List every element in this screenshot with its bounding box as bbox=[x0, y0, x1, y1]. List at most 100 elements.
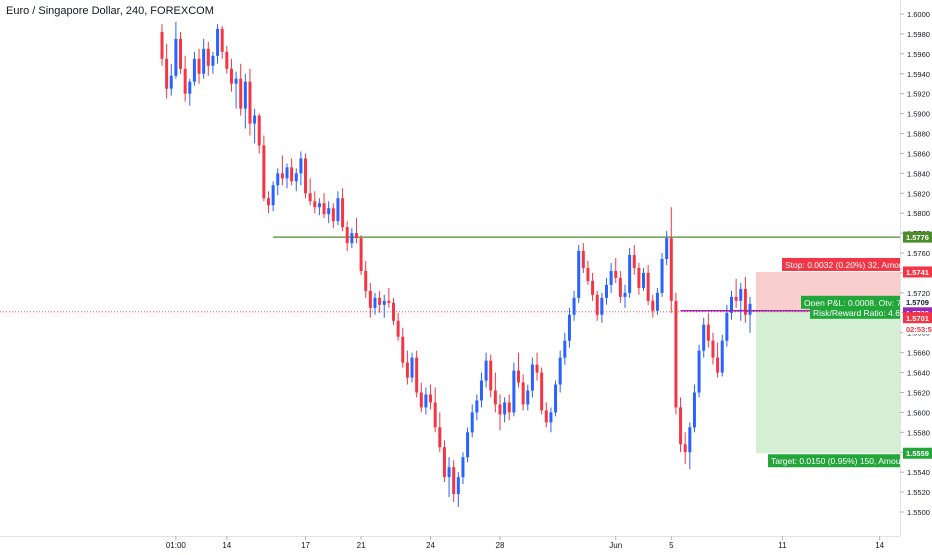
candle-body-38 bbox=[336, 198, 340, 222]
candle-body-74 bbox=[503, 402, 507, 415]
candle-body-63 bbox=[452, 467, 456, 495]
axis-resistance-bg bbox=[903, 231, 932, 243]
candle-body-46 bbox=[373, 297, 377, 308]
candle-body-24 bbox=[271, 185, 275, 206]
candle-body-125 bbox=[739, 288, 743, 301]
candle-body-113 bbox=[683, 444, 687, 453]
x-tick-label-7: 5 bbox=[669, 541, 674, 550]
candle-body-6 bbox=[188, 81, 192, 94]
candle-body-89 bbox=[572, 297, 576, 315]
candle-body-9 bbox=[202, 48, 206, 74]
candle-body-10 bbox=[206, 48, 210, 66]
candle-body-87 bbox=[563, 340, 567, 358]
candle-body-121 bbox=[720, 340, 724, 373]
axis-target-bg bbox=[903, 447, 932, 459]
y-tick-label-0: 1.5500 bbox=[907, 508, 930, 517]
candle-body-77 bbox=[517, 370, 521, 383]
candle-body-91 bbox=[581, 251, 585, 268]
candle-body-94 bbox=[595, 294, 599, 315]
x-tick-label-2: 17 bbox=[301, 541, 310, 550]
axis-stop: 1.5741 bbox=[906, 268, 929, 277]
candle-body-7 bbox=[192, 58, 196, 82]
candle-body-51 bbox=[396, 320, 400, 337]
axis-stop-bg bbox=[903, 266, 932, 278]
stop-label: Stop: 0.0032 (0.20%) 32, Amoun bbox=[785, 260, 909, 270]
candle-body-123 bbox=[729, 296, 733, 313]
candle-body-114 bbox=[688, 427, 692, 453]
candle-body-108 bbox=[660, 259, 664, 293]
candle-body-14 bbox=[225, 51, 229, 69]
candle-body-40 bbox=[345, 227, 349, 244]
candle-body-21 bbox=[257, 115, 261, 146]
candle-body-18 bbox=[243, 81, 247, 109]
candle-body-59 bbox=[433, 402, 437, 428]
axis-countdown-bg bbox=[903, 323, 932, 335]
candle-body-47 bbox=[378, 297, 382, 305]
x-tick-label-3: 21 bbox=[357, 541, 366, 550]
y-tick-label-6: 1.5620 bbox=[907, 388, 930, 397]
candle-body-60 bbox=[438, 427, 442, 448]
candle-body-5 bbox=[183, 68, 187, 94]
candle-body-55 bbox=[415, 357, 419, 393]
candle-body-22 bbox=[262, 145, 266, 199]
candle-body-70 bbox=[484, 360, 488, 381]
x-tick-label-8: 11 bbox=[778, 541, 787, 550]
candle-body-48 bbox=[382, 300, 386, 305]
candle-body-35 bbox=[322, 203, 326, 215]
candle-body-54 bbox=[410, 357, 414, 378]
candle-body-90 bbox=[577, 251, 581, 298]
candle-body-99 bbox=[618, 277, 622, 297]
candle-body-44 bbox=[364, 270, 368, 291]
candle-body-13 bbox=[220, 28, 224, 52]
candle-body-106 bbox=[651, 300, 655, 311]
candle-body-28 bbox=[290, 167, 294, 182]
y-tick-label-18: 1.5860 bbox=[907, 149, 930, 158]
y-tick-label-8: 1.5660 bbox=[907, 349, 930, 358]
candle-body-56 bbox=[419, 392, 423, 408]
candle-body-111 bbox=[674, 300, 678, 408]
candle-body-105 bbox=[646, 272, 650, 301]
rr-label-bg bbox=[810, 305, 900, 319]
candle-body-1 bbox=[165, 58, 169, 89]
y-tick-label-24: 1.5980 bbox=[907, 30, 930, 39]
candle-body-31 bbox=[304, 158, 308, 194]
candle-body-23 bbox=[266, 198, 270, 206]
candle-body-52 bbox=[401, 336, 405, 363]
chart-title: Euro / Singapore Dollar, 240, FOREXCOM bbox=[6, 5, 214, 17]
pnl-label: Open P&L: 0.0008, Qty: 781 bbox=[804, 298, 911, 308]
candle-body-102 bbox=[632, 255, 636, 268]
candle-body-34 bbox=[317, 203, 321, 208]
y-tick-label-21: 1.5920 bbox=[907, 90, 930, 99]
x-tick-label-1: 14 bbox=[222, 541, 231, 550]
candle-body-119 bbox=[711, 340, 715, 358]
candle-body-97 bbox=[609, 270, 613, 285]
candle-body-25 bbox=[276, 173, 280, 186]
candle-body-110 bbox=[669, 238, 673, 301]
axis-countdown: 02:53:58 bbox=[906, 325, 932, 334]
candle-body-67 bbox=[470, 412, 474, 433]
candle-body-11 bbox=[211, 55, 215, 66]
pnl-label-bg bbox=[801, 295, 900, 309]
candle-body-64 bbox=[456, 477, 460, 495]
candle-body-120 bbox=[716, 357, 720, 373]
candle-body-84 bbox=[549, 412, 553, 423]
y-tick-label-20: 1.5900 bbox=[907, 110, 930, 119]
candle-body-29 bbox=[294, 173, 298, 182]
candle-body-33 bbox=[313, 201, 317, 208]
candle-body-68 bbox=[475, 400, 479, 413]
y-tick-label-13: 1.5760 bbox=[907, 249, 930, 258]
candle-body-65 bbox=[461, 457, 465, 478]
candle-body-37 bbox=[331, 208, 335, 222]
axis-current: 1.5709 bbox=[906, 298, 929, 307]
candle-body-66 bbox=[466, 432, 470, 458]
candle-body-98 bbox=[614, 270, 618, 278]
y-tick-label-23: 1.5960 bbox=[907, 50, 930, 59]
y-tick-label-16: 1.5820 bbox=[907, 189, 930, 198]
candle-body-104 bbox=[642, 272, 646, 288]
y-tick-label-5: 1.5600 bbox=[907, 408, 930, 417]
candle-body-85 bbox=[554, 384, 558, 413]
candle-body-0 bbox=[160, 31, 164, 59]
y-tick-label-19: 1.5880 bbox=[907, 130, 930, 139]
candle-body-75 bbox=[507, 402, 511, 413]
